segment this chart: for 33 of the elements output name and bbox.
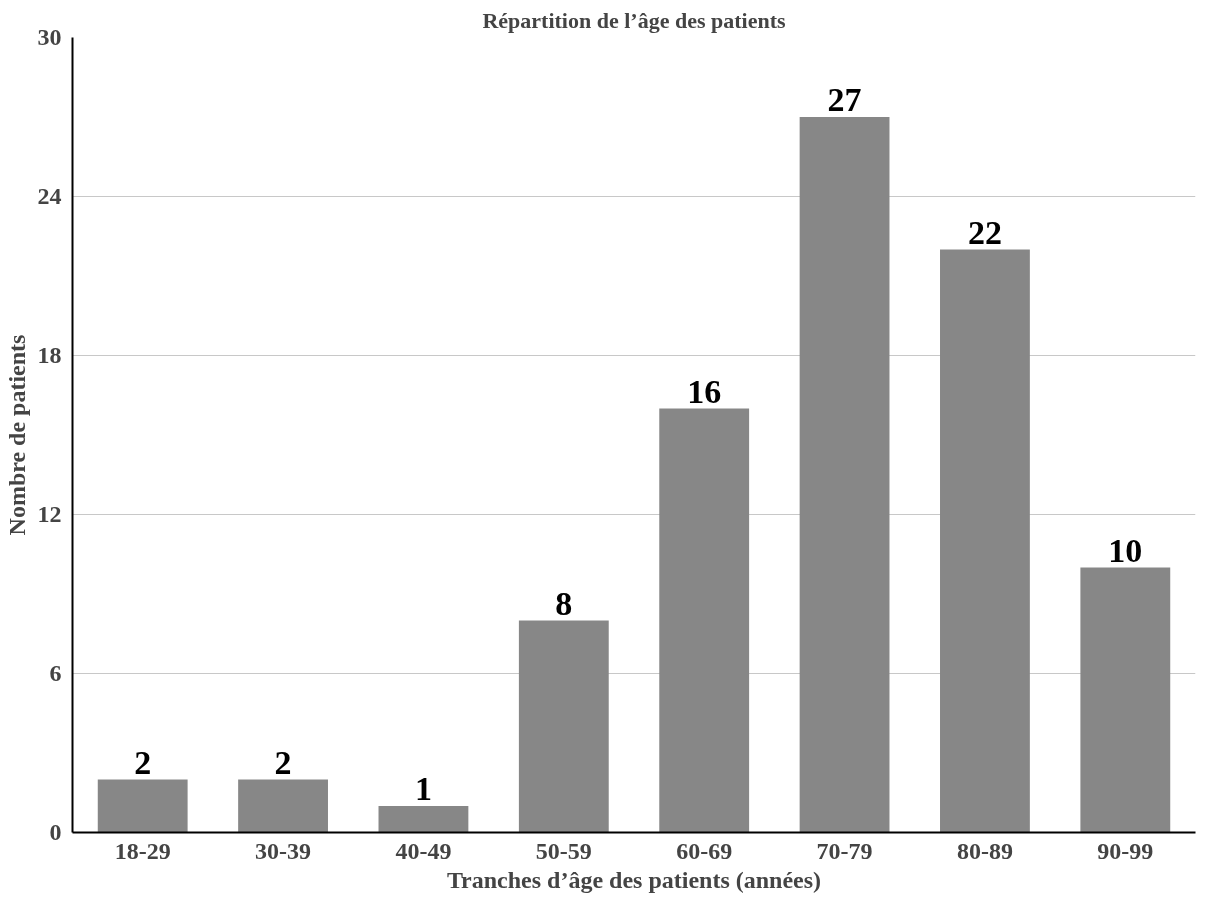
bar bbox=[518, 620, 609, 833]
bar bbox=[940, 249, 1030, 833]
y-tick-label: 24 bbox=[37, 183, 62, 209]
bar bbox=[238, 779, 328, 833]
x-axis-title: Tranches d’âge des patients (années) bbox=[446, 866, 822, 893]
data-label: 27 bbox=[827, 81, 862, 118]
y-tick-label: 18 bbox=[37, 342, 62, 368]
y-tick-label: 12 bbox=[37, 501, 62, 527]
bar bbox=[378, 806, 469, 833]
x-tick-label: 80-89 bbox=[956, 837, 1013, 864]
bar bbox=[659, 408, 750, 833]
bar bbox=[97, 779, 188, 833]
bar bbox=[799, 117, 890, 833]
data-label: 10 bbox=[1108, 531, 1143, 569]
y-tick-label: 0 bbox=[49, 819, 62, 845]
data-label: 2 bbox=[274, 743, 292, 781]
chart-title: Répartition de l’âge des patients bbox=[482, 7, 786, 33]
x-tick-label: 90-99 bbox=[1097, 837, 1154, 864]
data-label: 2 bbox=[134, 743, 152, 781]
y-axis-title: Nombre de patients bbox=[3, 334, 30, 536]
data-label: 8 bbox=[555, 584, 573, 622]
x-tick-label: 30-39 bbox=[255, 837, 312, 864]
x-tick-label: 18-29 bbox=[114, 837, 171, 864]
bar bbox=[1080, 567, 1171, 833]
data-label: 22 bbox=[967, 213, 1002, 251]
x-tick-label: 60-69 bbox=[676, 837, 733, 864]
x-tick-label: 50-59 bbox=[535, 837, 592, 864]
y-tick-label: 6 bbox=[49, 660, 62, 686]
y-tick-label: 30 bbox=[37, 24, 62, 50]
x-tick-label: 70-79 bbox=[816, 837, 873, 864]
data-label: 16 bbox=[687, 372, 722, 410]
x-tick-label: 40-49 bbox=[395, 837, 452, 864]
data-label: 1 bbox=[414, 770, 432, 807]
